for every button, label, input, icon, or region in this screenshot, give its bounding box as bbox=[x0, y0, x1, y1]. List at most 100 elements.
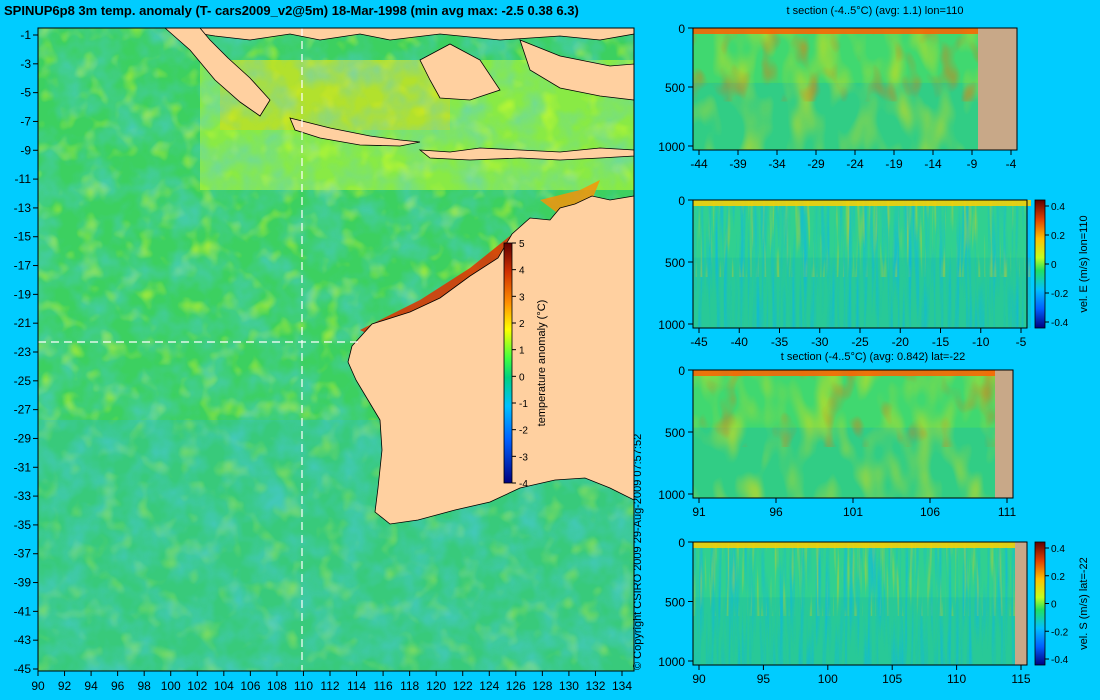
map-plot-area bbox=[37, 27, 635, 672]
section-x-tick-label: -29 bbox=[807, 157, 825, 171]
map-lon-tick-label: 114 bbox=[347, 679, 366, 693]
map-lon-tick-label: 110 bbox=[294, 679, 313, 693]
section-colorbar-tick-label: -0.4 bbox=[1051, 318, 1069, 329]
map-lat-tick-label: -25 bbox=[14, 374, 32, 388]
section-x-tick-label: -19 bbox=[885, 157, 903, 171]
section-y-tick-label: 0 bbox=[678, 536, 685, 550]
map-colorbar-tick-label: -4 bbox=[519, 479, 528, 490]
map-lat-tick-label: -19 bbox=[14, 287, 32, 301]
main-title: SPINUP6p8 3m temp. anomaly (T- cars2009_… bbox=[4, 3, 579, 18]
map-colorbar-tick-label: -3 bbox=[519, 452, 528, 463]
map-colorbar-gradient bbox=[503, 242, 513, 484]
section-x-tick-label: -39 bbox=[729, 157, 747, 171]
section-y-tick-label: 0 bbox=[678, 194, 685, 208]
section-colorbar-tick-label: 0.4 bbox=[1051, 202, 1065, 213]
section-colorbar-tick-label: 0.2 bbox=[1051, 231, 1065, 242]
section-x-tick-label: -24 bbox=[846, 157, 864, 171]
section-colorbar-u-lon bbox=[1034, 199, 1046, 329]
section-plot-u-lon bbox=[692, 199, 1031, 329]
section-x-tick-label: -30 bbox=[811, 335, 829, 349]
map-lon-tick-label: 122 bbox=[453, 679, 473, 693]
map-lon-tick-label: 96 bbox=[111, 679, 125, 693]
section-y-tick-label: 1000 bbox=[658, 488, 685, 502]
section-colorbar-label: vel. S (m/s) lat=-22 bbox=[1078, 557, 1090, 650]
map-lon-tick-label: 128 bbox=[532, 679, 552, 693]
map-lon-tick-label: 134 bbox=[612, 679, 632, 693]
map-lat-tick-label: -17 bbox=[14, 259, 32, 273]
section-colorbar-tick-label: -0.2 bbox=[1051, 289, 1069, 300]
section-plot-v-lat bbox=[692, 541, 1028, 666]
map-lat-tick-label: -45 bbox=[14, 662, 32, 676]
section-x-tick-label: -44 bbox=[690, 157, 708, 171]
map-colorbar-tick-label: 4 bbox=[519, 266, 525, 277]
map-lat-axis: -1 -3 -5 -7 -9 -11 -13 -15 -17 -19 -21 -23 -25 -27 -29… bbox=[14, 28, 38, 676]
section-colorbar-label: vel. E (m/s) lon=110 bbox=[1078, 215, 1090, 312]
map-lon-tick-label: 108 bbox=[267, 679, 287, 693]
section-plot-t-lon bbox=[692, 27, 1018, 151]
section-colorbar-tick-label: -0.2 bbox=[1051, 627, 1069, 638]
section-y-tick-label: 1000 bbox=[658, 318, 685, 332]
section-colorbar-v-lat bbox=[1034, 541, 1046, 666]
map-lat-tick-label: -7 bbox=[20, 114, 31, 128]
map-lat-tick-label: -11 bbox=[15, 172, 32, 186]
map-lat-tick-label: -13 bbox=[14, 201, 32, 215]
map-lat-tick-label: -15 bbox=[14, 230, 32, 244]
section-x-tick-label: -15 bbox=[932, 335, 950, 349]
map-colorbar-tick-label: 0 bbox=[519, 372, 525, 383]
map-lat-tick-label: -33 bbox=[14, 489, 32, 503]
map-colorbar-tick-label: 2 bbox=[519, 319, 525, 330]
temperature-anomaly-map[interactable]: 90 92 94 96 98 100 102 104 106 108 110 112 114 116 118… bbox=[0, 0, 640, 700]
map-lat-tick-label: -37 bbox=[14, 547, 32, 561]
map-lat-tick-label: -3 bbox=[20, 57, 31, 71]
land-mask bbox=[163, 27, 635, 525]
map-lon-tick-label: 92 bbox=[58, 679, 72, 693]
section-x-tick-label: -5 bbox=[1016, 335, 1027, 349]
section-x-tick-label: -4 bbox=[1006, 157, 1017, 171]
section-y-tick-label: 500 bbox=[665, 426, 685, 440]
section-y-tick-label: 500 bbox=[665, 256, 685, 270]
section-land-v-lat bbox=[1015, 542, 1027, 665]
map-lat-tick-label: -35 bbox=[14, 518, 32, 532]
map-colorbar: 5 4 3 2 1 0 -1 -2 -3 -4 temperature anomaly (°C) bbox=[503, 239, 548, 490]
section-x-tick-label: -45 bbox=[690, 335, 708, 349]
map-lon-tick-label: 90 bbox=[31, 679, 45, 693]
map-lon-tick-label: 98 bbox=[138, 679, 152, 693]
section-x-tick-label: -25 bbox=[851, 335, 869, 349]
section-y-tick-label: 1000 bbox=[658, 655, 685, 669]
map-lat-tick-label: -39 bbox=[14, 576, 32, 590]
section-y-tick-label: 0 bbox=[678, 364, 685, 378]
map-lon-tick-label: 112 bbox=[320, 679, 339, 693]
map-lat-tick-label: -27 bbox=[14, 403, 32, 417]
map-lat-tick-label: -41 bbox=[14, 604, 32, 618]
section-x-tick-label: 96 bbox=[769, 505, 783, 519]
map-lat-tick-label: -43 bbox=[14, 633, 32, 647]
map-colorbar-tick-label: -2 bbox=[519, 426, 528, 437]
section-panel-u-lon[interactable]: -45 -40 -35 -30 -25 -20 -15 -10 -5 0 500 1000 0.4 0.2… bbox=[640, 188, 1100, 350]
section-panel-t-lon[interactable]: t section (-4..5°C) (avg: 1.1) lon=110 -4… bbox=[640, 0, 1100, 185]
section-y-tick-label: 1000 bbox=[658, 140, 685, 154]
map-lat-tick-label: -23 bbox=[14, 345, 32, 359]
section-x-tick-label: -14 bbox=[924, 157, 942, 171]
section-colorbar-tick-label: 0 bbox=[1051, 260, 1057, 271]
section-land-t-lat bbox=[995, 370, 1013, 498]
map-lat-tick-label: -29 bbox=[14, 431, 32, 445]
section-title-t-lat: t section (-4..5°C) (avg: 0.842) lat=-22 bbox=[781, 351, 965, 363]
section-x-tick-label: -34 bbox=[768, 157, 786, 171]
section-x-tick-label: -9 bbox=[967, 157, 978, 171]
section-colorbar-tick-label: 0.4 bbox=[1051, 544, 1065, 555]
section-x-tick-label: 100 bbox=[818, 672, 838, 686]
section-x-tick-label: 115 bbox=[1011, 672, 1030, 686]
section-x-tick-label: 101 bbox=[843, 505, 863, 519]
map-lon-tick-label: 120 bbox=[426, 679, 446, 693]
section-y-tick-label: 500 bbox=[665, 596, 685, 610]
section-panel-t-lat[interactable]: t section (-4..5°C) (avg: 0.842) lat=-22… bbox=[640, 348, 1100, 526]
map-lon-tick-label: 100 bbox=[161, 679, 181, 693]
section-x-tick-label: 105 bbox=[882, 672, 902, 686]
map-colorbar-tick-label: -1 bbox=[519, 399, 528, 410]
map-lon-tick-label: 132 bbox=[585, 679, 605, 693]
map-colorbar-tick-label: 1 bbox=[519, 346, 525, 357]
section-colorbar-tick-label: -0.4 bbox=[1051, 655, 1069, 666]
section-panel-v-lat[interactable]: 90 95 100 105 110 115 0 500 1000 0.4 0.2 0 -0.2 -0.4 v… bbox=[640, 532, 1100, 700]
map-lon-tick-label: 104 bbox=[214, 679, 234, 693]
map-lat-tick-label: -5 bbox=[20, 86, 31, 100]
